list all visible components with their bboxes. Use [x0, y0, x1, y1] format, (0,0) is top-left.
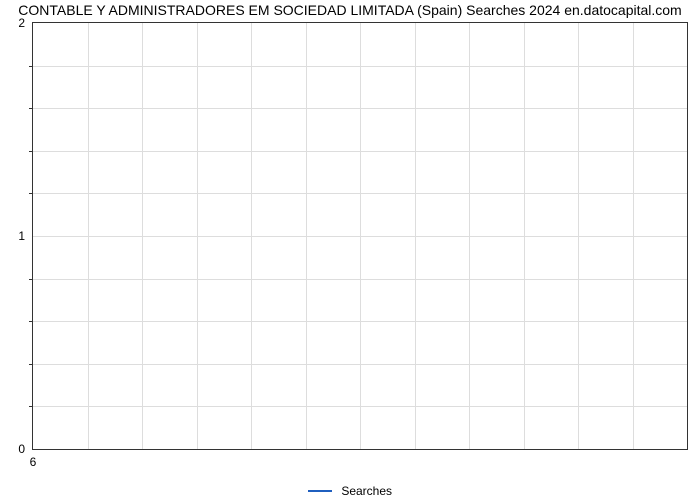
gridline-horizontal	[33, 364, 687, 365]
gridline-horizontal	[33, 321, 687, 322]
gridline-horizontal	[33, 279, 687, 280]
y-axis-minor-tick	[29, 108, 33, 109]
x-axis-tick-label: 6	[30, 449, 37, 469]
y-axis-tick-label: 1	[18, 229, 33, 243]
y-axis-minor-tick	[29, 406, 33, 407]
y-axis-minor-tick	[29, 193, 33, 194]
y-axis-minor-tick	[29, 151, 33, 152]
gridline-horizontal	[33, 151, 687, 152]
gridline-horizontal	[33, 66, 687, 67]
legend-label: Searches	[341, 484, 392, 498]
plot-area: 0126	[32, 22, 688, 450]
chart-container: CONTABLE Y ADMINISTRADORES EM SOCIEDAD L…	[0, 0, 700, 500]
chart-title: CONTABLE Y ADMINISTRADORES EM SOCIEDAD L…	[0, 2, 700, 18]
gridline-horizontal	[33, 236, 687, 237]
y-axis-minor-tick	[29, 364, 33, 365]
y-axis-minor-tick	[29, 321, 33, 322]
y-axis-tick-label: 2	[18, 16, 33, 30]
legend-line-icon	[308, 490, 332, 492]
gridline-horizontal	[33, 406, 687, 407]
y-axis-minor-tick	[29, 66, 33, 67]
y-axis-minor-tick	[29, 279, 33, 280]
gridline-horizontal	[33, 193, 687, 194]
legend: Searches	[0, 483, 700, 498]
gridline-horizontal	[33, 108, 687, 109]
